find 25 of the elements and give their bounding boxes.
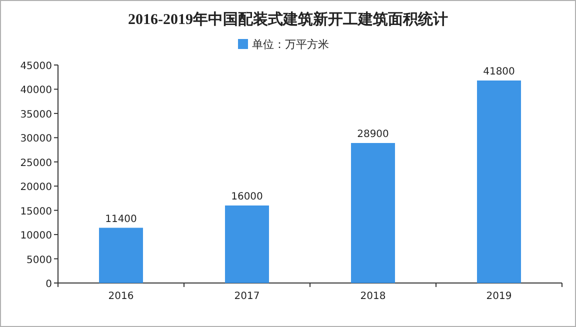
x-tick-label: 2017 — [234, 291, 260, 302]
data-label: 41800 — [483, 66, 515, 78]
data-label: 16000 — [231, 191, 263, 202]
y-tick-label: 30000 — [20, 134, 52, 145]
x-tick-label: 2019 — [486, 291, 512, 302]
data-label: 28900 — [357, 128, 389, 140]
bar — [351, 142, 395, 283]
legend: 单位：万平方米 — [238, 38, 329, 51]
y-tick-label: 45000 — [20, 61, 52, 72]
y-tick-label: 20000 — [20, 182, 52, 194]
bar — [99, 228, 143, 283]
y-tick-label: 0 — [46, 279, 52, 290]
y-tick-label: 35000 — [20, 109, 52, 120]
bar — [225, 205, 269, 283]
y-tick-label: 40000 — [20, 85, 52, 96]
bar — [477, 80, 521, 283]
y-tick-label: 5000 — [26, 254, 52, 266]
x-tick-label: 2018 — [360, 291, 386, 302]
y-tick-label: 25000 — [20, 158, 52, 169]
data-label: 11400 — [105, 214, 137, 225]
chart-title: 2016-2019年中国配装式建筑新开工建筑面积统计 — [128, 10, 448, 28]
y-tick-label: 15000 — [20, 206, 52, 218]
x-tick-label: 2016 — [108, 291, 134, 302]
y-tick-label: 10000 — [20, 230, 52, 242]
legend-label: 单位：万平方米 — [252, 38, 329, 51]
